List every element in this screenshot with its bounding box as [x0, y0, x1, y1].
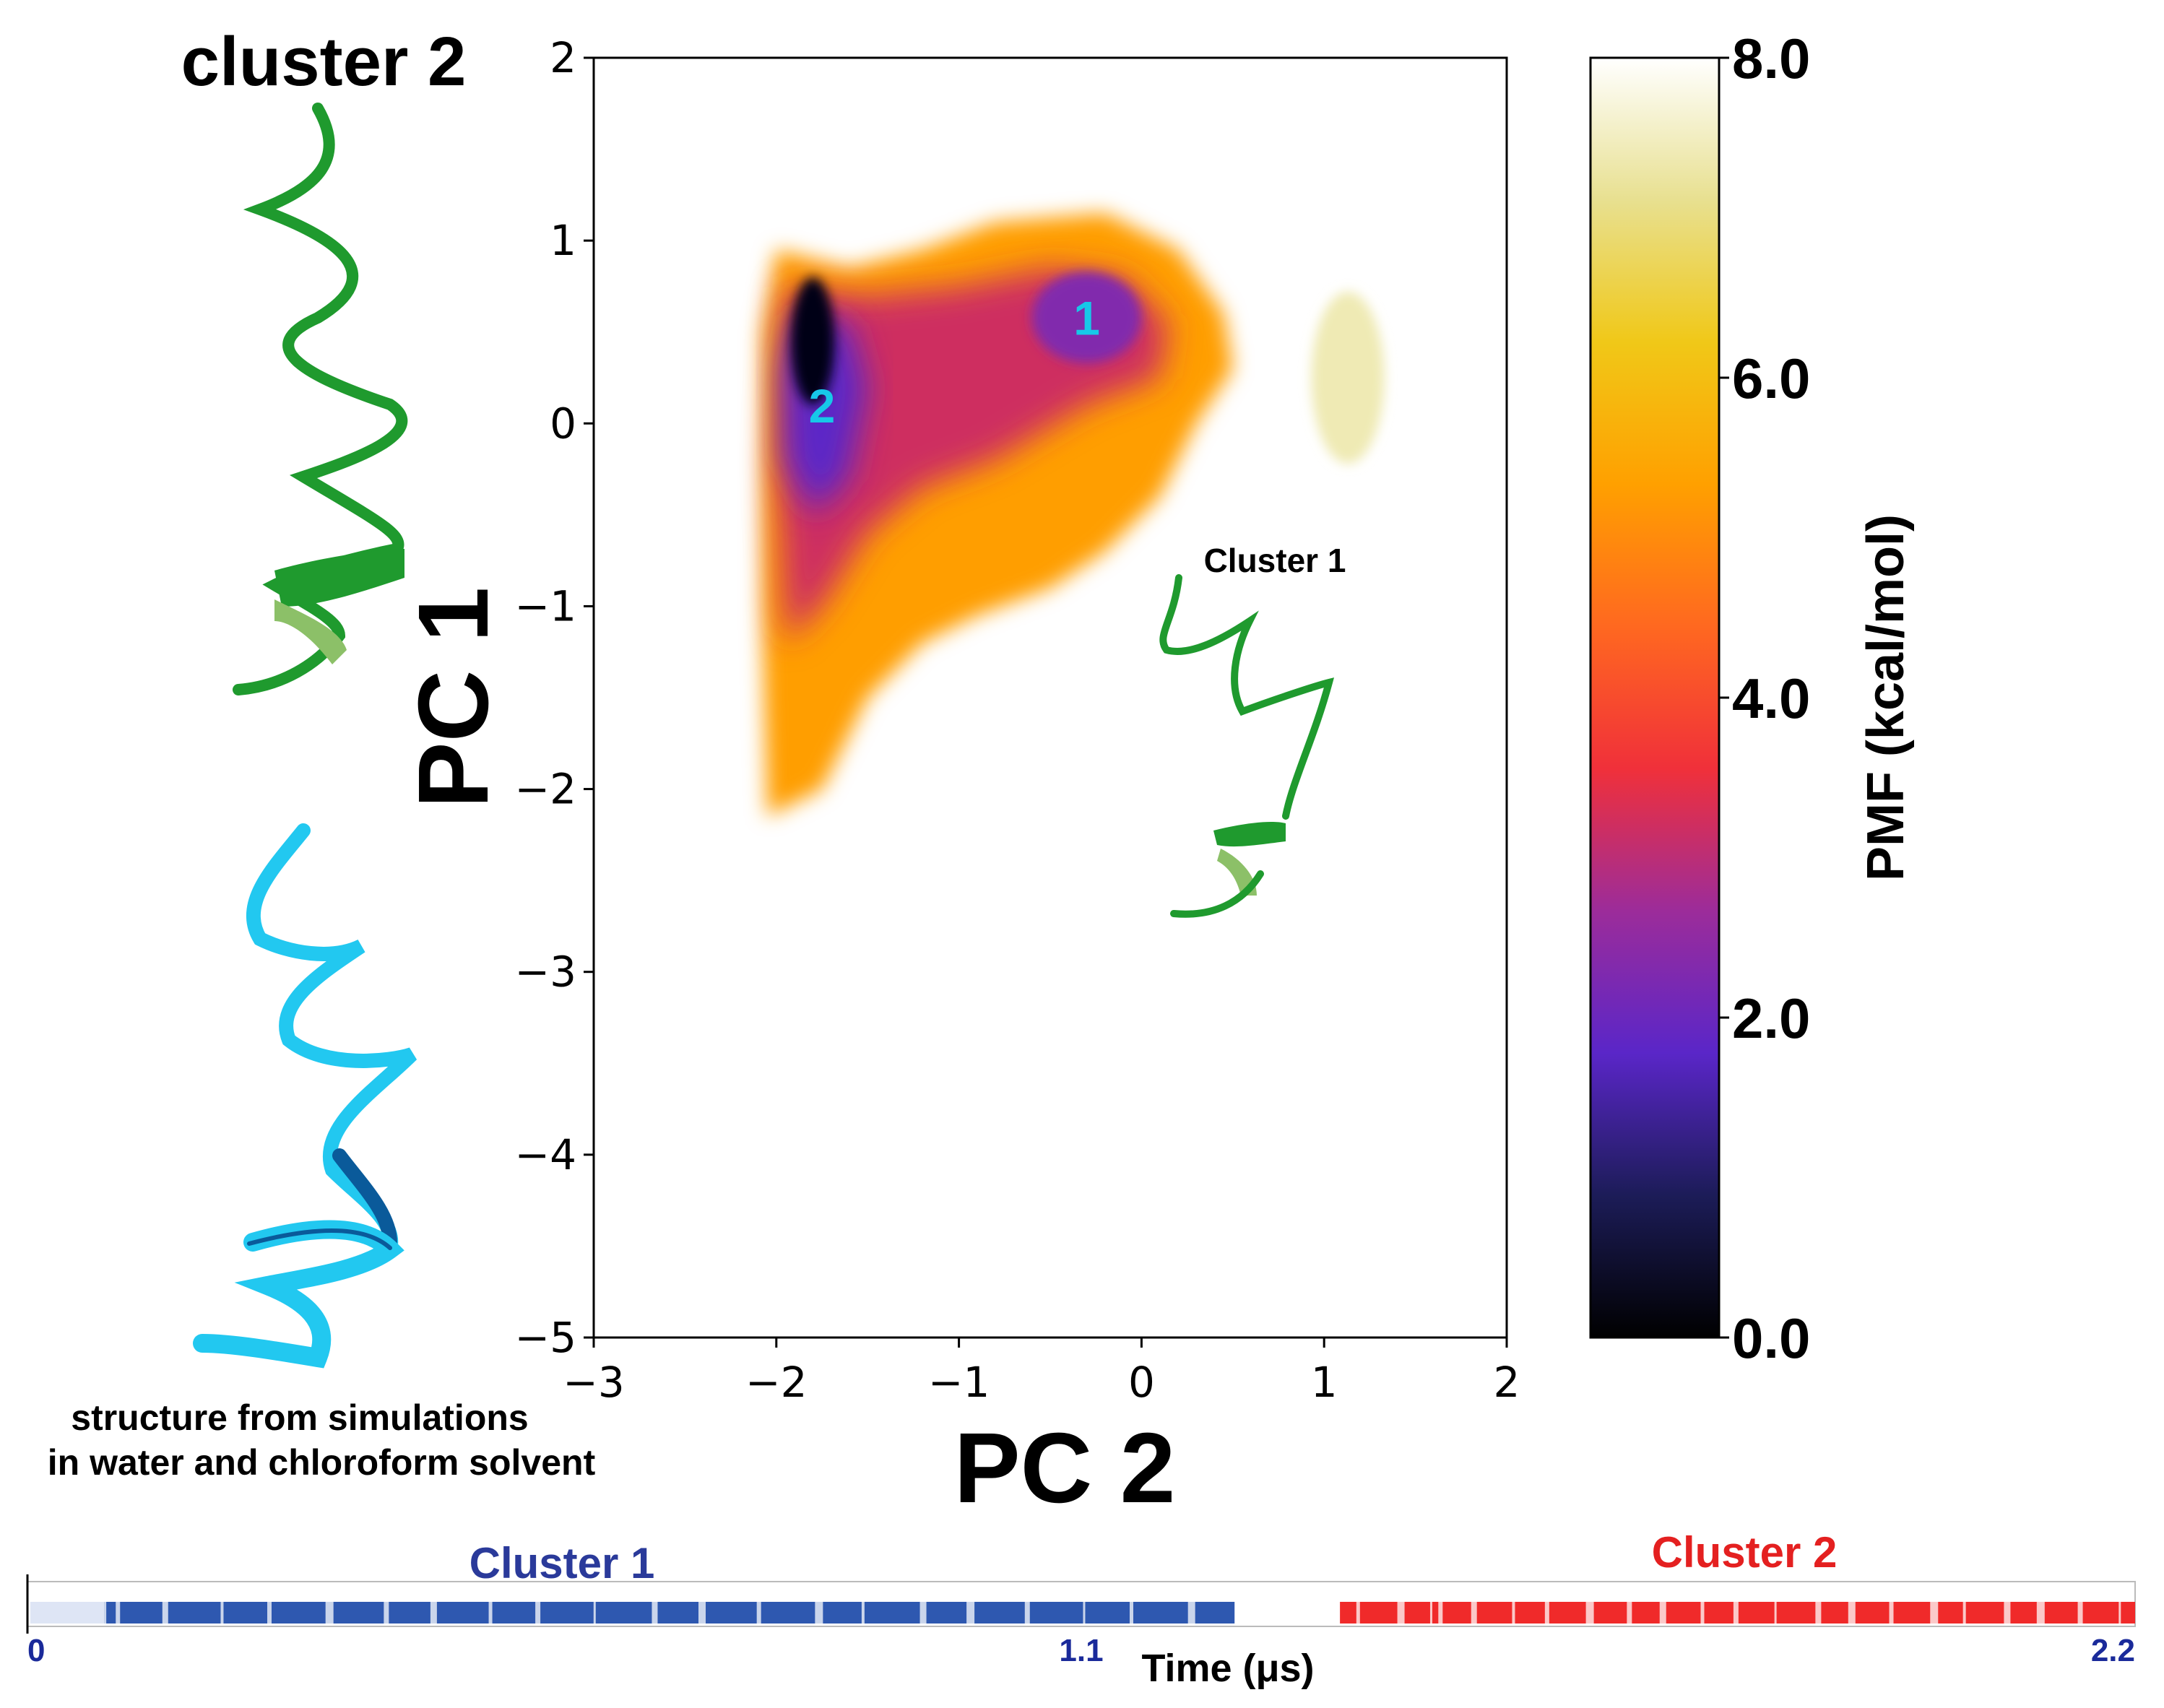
timeline-gap: [1187, 1602, 1195, 1624]
timeline-gap: [1083, 1602, 1086, 1624]
x-tick-label: 2: [1494, 1358, 1520, 1407]
timeline-gap: [1962, 1602, 1966, 1624]
x-tick-label: −3: [563, 1358, 625, 1407]
timeline-gap: [756, 1602, 761, 1624]
y-axis-label: PC 1: [398, 587, 509, 809]
timeline-gap: [2004, 1602, 2011, 1624]
x-tick-label: 0: [1128, 1358, 1155, 1407]
timeline-gap: [919, 1602, 927, 1624]
timeline-cluster2-label: Cluster 2: [1652, 1528, 1838, 1577]
timeline-gap: [966, 1602, 975, 1624]
timeline-gap: [698, 1602, 706, 1624]
timeline-gap: [593, 1602, 596, 1624]
colorbar: [1589, 56, 1721, 1339]
colorbar-label: PMF (kcal/mol): [1857, 514, 1915, 881]
timeline-gap: [1438, 1602, 1443, 1624]
colorbar-tick-label: 4.0: [1732, 667, 1810, 730]
x-tick-label: −2: [745, 1358, 808, 1407]
pmf-region-isolated-basin: [1311, 292, 1385, 464]
timeline-gap: [488, 1602, 493, 1624]
cluster2-helix-illustration: [233, 103, 408, 695]
x-tick-label: −1: [928, 1358, 990, 1407]
cluster-annotation: 2: [809, 379, 836, 433]
timeline-cluster1-label: Cluster 1: [469, 1539, 655, 1587]
timeline-gap: [1627, 1602, 1632, 1624]
timeline-gap: [652, 1602, 658, 1624]
structure-caption-line2: in water and chloroform solvent: [48, 1442, 596, 1483]
timeline-gap: [1733, 1602, 1739, 1624]
timeline-gap: [1024, 1602, 1030, 1624]
timeline-gap: [1585, 1602, 1594, 1624]
timeline-early-segment: [30, 1602, 105, 1624]
cluster1-helix-illustration: [1159, 574, 1335, 918]
timeline-tick-label: 2.2: [2091, 1633, 2135, 1668]
pmf-region-inner-basin: [776, 268, 1169, 643]
timeline-gap: [535, 1602, 541, 1624]
y-tick-label: −2: [515, 765, 577, 814]
x-axis-ticks: −3 −2 −1 0 1 2: [563, 1338, 1520, 1407]
timeline-gap: [116, 1602, 121, 1624]
colorbar-ticks: 0.0 2.0 4.0 6.0 8.0: [1719, 27, 1810, 1370]
y-tick-label: −1: [515, 581, 577, 630]
cluster1-inset-label: Cluster 1: [1204, 542, 1346, 579]
timeline-gap: [1930, 1602, 1939, 1624]
timeline-gap: [2077, 1602, 2083, 1624]
colorbar-tick-label: 6.0: [1732, 347, 1810, 410]
timeline-axis-label: Time (μs): [1141, 1647, 1314, 1690]
timeline-gap: [1512, 1602, 1515, 1624]
y-tick-label: −3: [515, 948, 577, 997]
cluster-annotation: 1: [1073, 291, 1100, 344]
pmf-region-minimum-2: [791, 277, 835, 405]
timeline-gap: [325, 1602, 334, 1624]
timeline-gap: [162, 1602, 168, 1624]
timeline-gap: [861, 1602, 865, 1624]
plot-frame: [592, 56, 1508, 1339]
timeline-gap: [104, 1602, 107, 1624]
y-tick-label: 1: [550, 216, 576, 265]
timeline-gap: [1397, 1602, 1405, 1624]
timeline-tick-label: 0: [27, 1633, 45, 1668]
cluster2-heading: cluster 2: [181, 23, 467, 100]
timeline-gap: [1659, 1602, 1666, 1624]
timeline-gap: [1848, 1602, 1856, 1624]
timeline-gap: [1700, 1602, 1705, 1624]
timeline-gap: [1544, 1602, 1549, 1624]
colorbar-tick-label: 2.0: [1732, 987, 1810, 1050]
solvent-helix-illustration: [193, 823, 417, 1369]
timeline-gap: [267, 1602, 272, 1624]
structure-caption-line1: structure from simulations: [71, 1397, 528, 1438]
y-tick-label: 0: [550, 399, 576, 448]
x-axis-label: PC 2: [954, 1413, 1176, 1524]
timeline-gap: [2036, 1602, 2045, 1624]
timeline-ticks: 0 1.1 2.2: [27, 1633, 2135, 1668]
y-tick-label: −4: [515, 1130, 577, 1179]
timeline-gap: [1130, 1602, 1134, 1624]
timeline-gap: [1429, 1602, 1432, 1624]
timeline-gap: [384, 1602, 389, 1624]
y-tick-label: 2: [550, 33, 576, 82]
colorbar-tick-label: 0.0: [1732, 1306, 1810, 1370]
x-tick-label: 1: [1311, 1358, 1338, 1407]
pmf-heatmap: [761, 213, 1385, 817]
timeline-gap: [1815, 1602, 1822, 1624]
timeline-gap: [1356, 1602, 1360, 1624]
timeline-segment-1: [104, 1602, 1235, 1624]
cluster-timeline: [26, 1574, 2136, 1634]
colorbar-tick-label: 8.0: [1732, 27, 1810, 90]
timeline-gap: [430, 1602, 437, 1624]
timeline-gap: [1774, 1602, 1777, 1624]
y-tick-label: −5: [515, 1313, 577, 1362]
timeline-tick-label: 1.1: [1059, 1633, 1103, 1668]
cluster-annotations: 12: [809, 291, 1100, 433]
timeline-gap: [1471, 1602, 1477, 1624]
timeline-gap: [2118, 1602, 2121, 1624]
timeline-gap: [220, 1602, 224, 1624]
timeline-gap: [1889, 1602, 1894, 1624]
y-axis-ticks: −5 −4 −3 −2 −1 0 1 2: [515, 33, 594, 1362]
timeline-gap: [815, 1602, 823, 1624]
pmf-region-minimum-1: [1031, 272, 1142, 363]
